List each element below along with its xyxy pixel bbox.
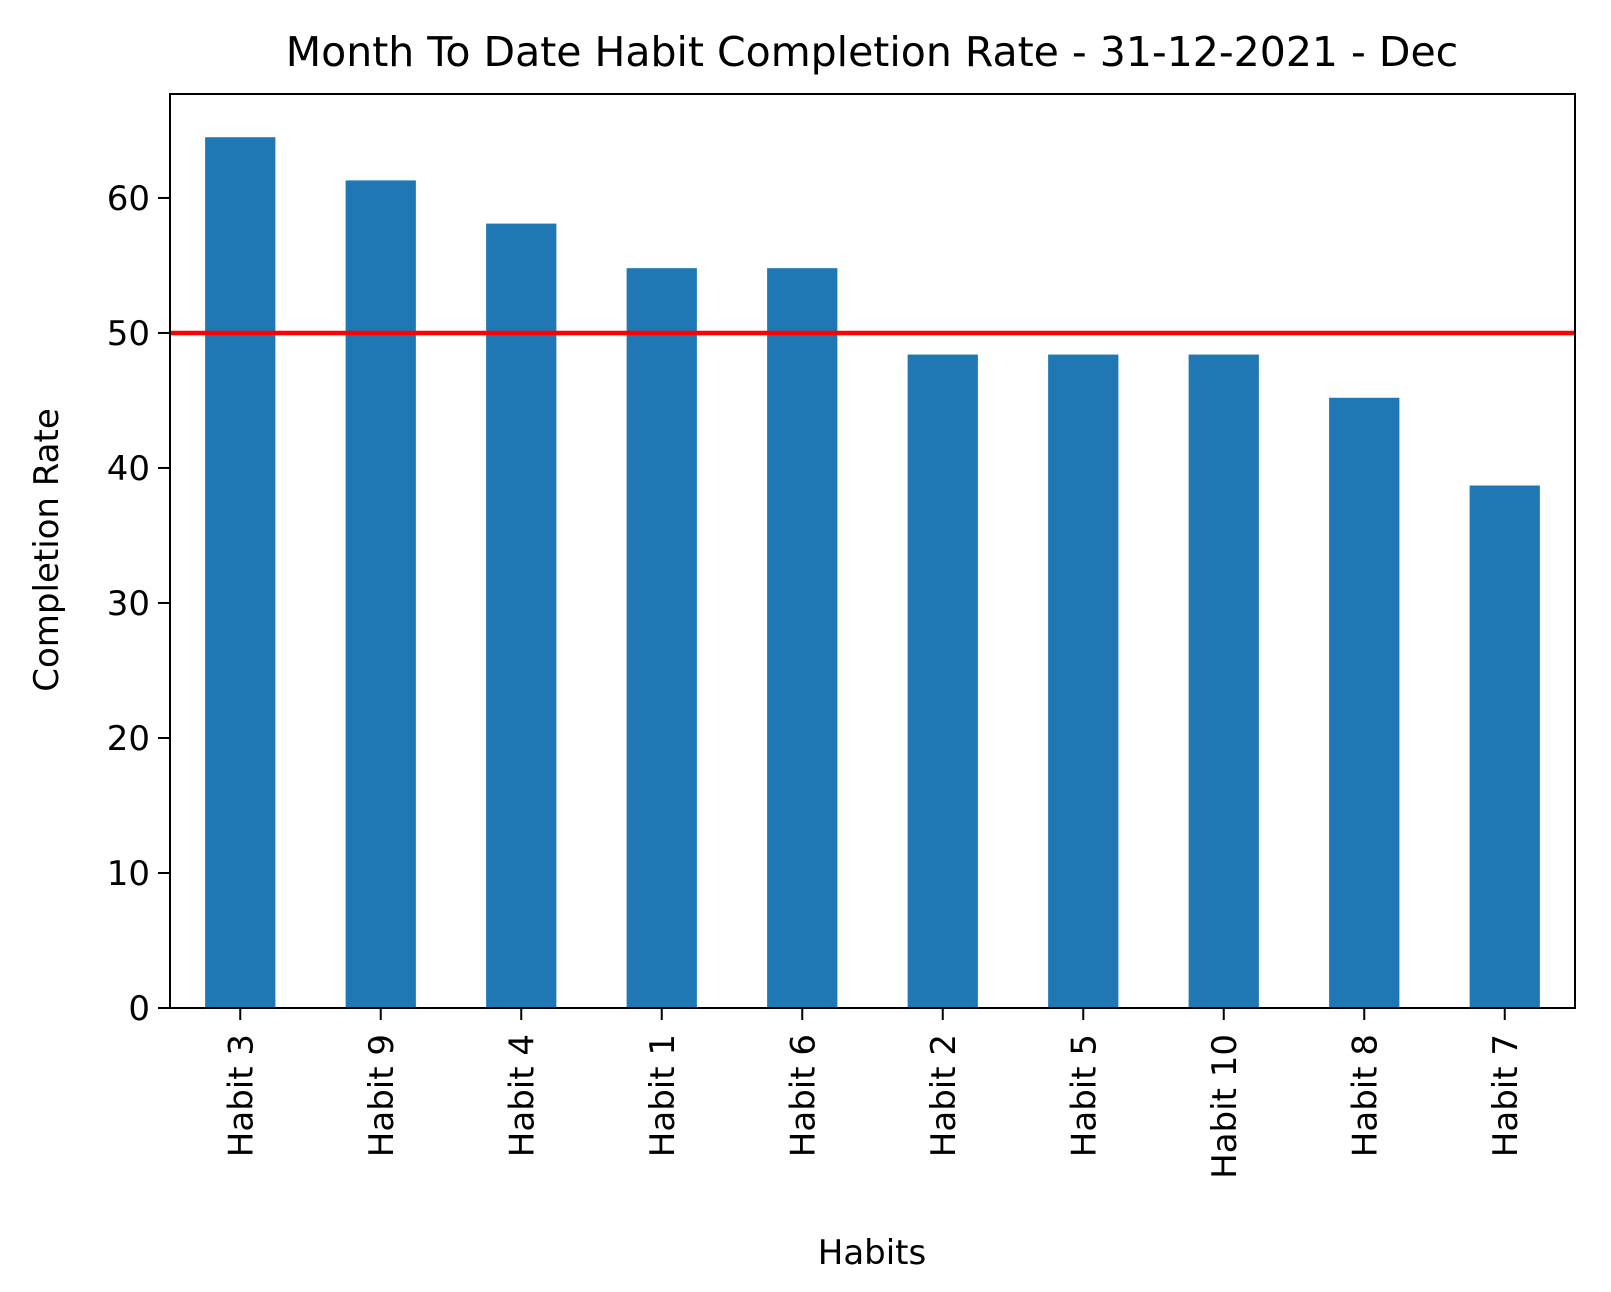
y-tick-label: 20 — [107, 719, 150, 759]
x-tick-label: Habit 10 — [1205, 1034, 1245, 1179]
bar-habit-1 — [626, 268, 697, 1008]
y-tick-label: 30 — [107, 584, 150, 624]
bar-habit-3 — [205, 137, 276, 1008]
x-axis: Habit 3 Habit 9 Habit 4 Habit 1 Habit 6 Habit… — [221, 1008, 1526, 1179]
x-tick-label: Habit 3 — [221, 1034, 261, 1157]
plot-frame — [169, 93, 1576, 1009]
x-tick-label: Habit 2 — [924, 1034, 964, 1157]
y-tick-label: 50 — [107, 314, 150, 354]
bar-habit-6 — [767, 268, 838, 1008]
y-axis-title: Completion Rate — [27, 408, 67, 692]
x-tick-label: Habit 5 — [1064, 1034, 1104, 1157]
x-axis-title: Habits — [818, 1233, 926, 1273]
y-axis: 0 10 20 30 40 50 60 — [107, 179, 170, 1029]
bars-layer — [205, 137, 1540, 1009]
bar-habit-8 — [1329, 397, 1400, 1009]
y-tick-label: 60 — [107, 179, 150, 219]
bar-habit-7 — [1469, 485, 1540, 1008]
y-tick-label: 0 — [128, 989, 150, 1029]
bar-habit-5 — [1048, 354, 1119, 1009]
x-tick-label: Habit 1 — [643, 1034, 683, 1157]
bar-habit-9 — [345, 180, 416, 1008]
bar-habit-10 — [1188, 354, 1259, 1009]
x-tick-label: Habit 8 — [1345, 1034, 1385, 1157]
bar-habit-4 — [486, 223, 557, 1009]
x-tick-label: Habit 4 — [502, 1034, 542, 1157]
y-tick-label: 10 — [107, 854, 150, 894]
x-tick-label: Habit 6 — [783, 1034, 823, 1157]
x-tick-label: Habit 7 — [1486, 1034, 1526, 1157]
y-tick-label: 40 — [107, 449, 150, 489]
x-tick-label: Habit 9 — [362, 1034, 402, 1157]
chart-title: Month To Date Habit Completion Rate - 31… — [286, 28, 1458, 76]
bar-habit-2 — [907, 354, 978, 1009]
